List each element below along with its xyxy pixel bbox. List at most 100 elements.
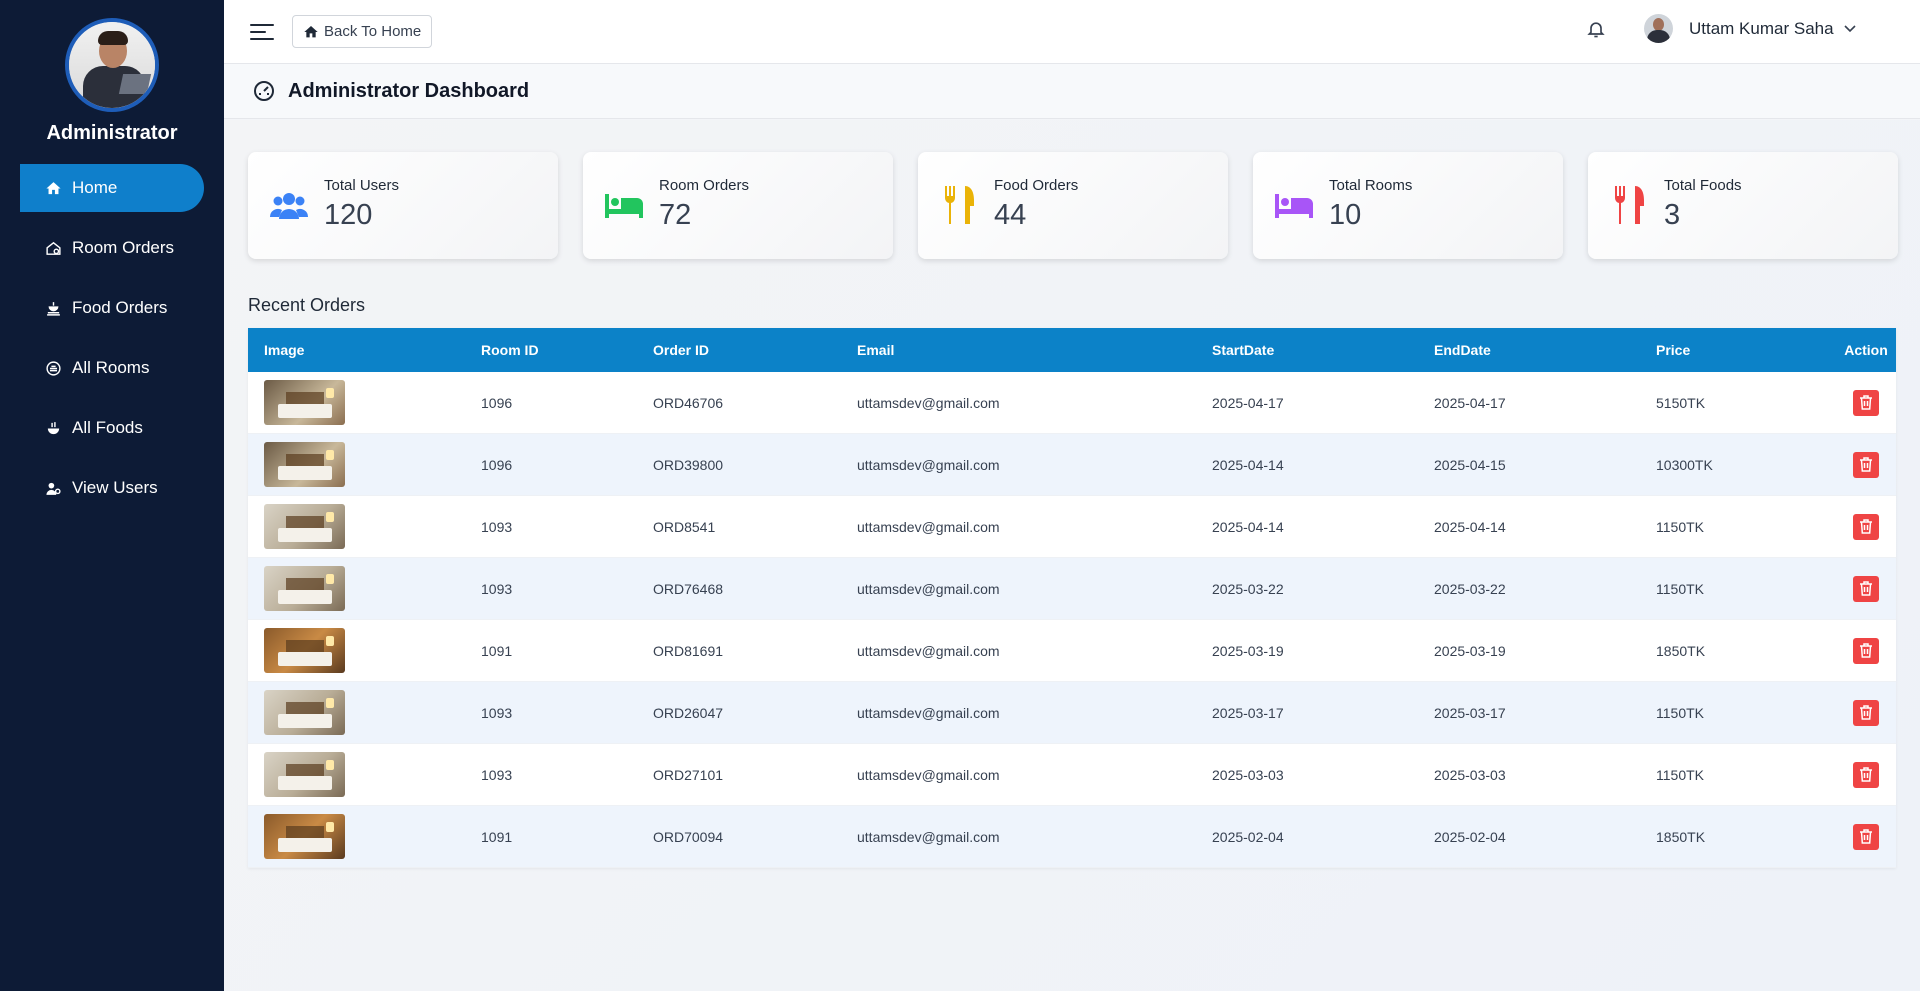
room-thumbnail bbox=[264, 566, 345, 611]
trash-icon bbox=[1860, 705, 1872, 720]
delete-button[interactable] bbox=[1853, 513, 1879, 540]
sidebar-title: Administrator bbox=[46, 122, 178, 144]
room-id-cell: 1091 bbox=[481, 642, 513, 659]
column-header: StartDate bbox=[1212, 342, 1275, 358]
start-date-cell: 2025-04-14 bbox=[1212, 456, 1284, 473]
table-row: 1096 ORD46706 uttamsdev@gmail.com 2025-04-1… bbox=[248, 372, 1896, 434]
stat-label: Room Orders bbox=[659, 177, 750, 194]
room-image-cell bbox=[248, 380, 481, 425]
room-image-cell bbox=[248, 752, 481, 797]
sidebar-item-label: Food Orders bbox=[72, 298, 168, 317]
recent-orders-title: Recent Orders bbox=[248, 295, 366, 315]
trash-icon bbox=[1860, 767, 1872, 782]
sidebar-item-label: View Users bbox=[72, 478, 158, 497]
sidebar-item-room-orders[interactable]: Room Orders bbox=[20, 224, 204, 272]
trash-icon bbox=[1860, 395, 1872, 410]
price-cell: 1850TK bbox=[1656, 828, 1706, 845]
sidebar-item-all-foods[interactable]: All Foods bbox=[20, 404, 204, 452]
column-header: Price bbox=[1656, 342, 1691, 358]
utensils-icon bbox=[1610, 186, 1648, 224]
room-id-cell: 1093 bbox=[481, 704, 513, 721]
sidebar-item-home[interactable]: Home bbox=[20, 164, 204, 212]
room-id-cell: 1093 bbox=[481, 580, 513, 597]
start-date-cell: 2025-04-14 bbox=[1212, 518, 1284, 535]
table-row: 1093 ORD27101 uttamsdev@gmail.com 2025-03-0… bbox=[248, 744, 1896, 806]
price-cell: 10300TK bbox=[1656, 456, 1713, 473]
column-header: Image bbox=[264, 342, 305, 358]
delete-button[interactable] bbox=[1853, 451, 1879, 478]
table-header: Image Room ID Order ID Email StartDate E… bbox=[248, 328, 1896, 372]
user-avatar bbox=[1644, 14, 1673, 43]
order-id-cell: ORD76468 bbox=[653, 580, 724, 597]
trash-icon bbox=[1860, 457, 1872, 472]
utensils-icon bbox=[940, 186, 978, 224]
end-date-cell: 2025-03-19 bbox=[1434, 642, 1506, 659]
dashboard-gauge-icon bbox=[254, 81, 274, 101]
stat-value: 3 bbox=[1664, 199, 1681, 231]
delete-button[interactable] bbox=[1853, 823, 1879, 850]
chevron-down-icon bbox=[1843, 24, 1856, 32]
action-cell bbox=[1836, 513, 1896, 540]
rooms-icon bbox=[44, 359, 62, 377]
foods-icon bbox=[44, 419, 62, 437]
order-id-cell: ORD39800 bbox=[653, 456, 724, 473]
trash-icon bbox=[1860, 519, 1872, 534]
sidebar-item-label: Room Orders bbox=[72, 238, 175, 257]
action-cell bbox=[1836, 699, 1896, 726]
bed-icon bbox=[1275, 186, 1313, 224]
email-cell: uttamsdev@gmail.com bbox=[857, 828, 1000, 845]
room-thumbnail bbox=[264, 690, 345, 735]
email-cell: uttamsdev@gmail.com bbox=[857, 394, 1000, 411]
users-icon bbox=[44, 479, 62, 497]
bed-icon bbox=[605, 186, 643, 224]
room-order-icon bbox=[44, 239, 62, 257]
price-cell: 1150TK bbox=[1656, 704, 1704, 721]
sidebar-item-all-rooms[interactable]: All Rooms bbox=[20, 344, 204, 392]
trash-icon bbox=[1860, 581, 1872, 596]
stat-card-room-orders: Room Orders 72 bbox=[583, 152, 893, 259]
delete-button[interactable] bbox=[1853, 389, 1879, 416]
user-menu[interactable]: Uttam Kumar Saha bbox=[1644, 14, 1856, 43]
price-cell: 1150TK bbox=[1656, 518, 1704, 535]
stat-card-total-rooms: Total Rooms 10 bbox=[1253, 152, 1563, 259]
order-id-cell: ORD81691 bbox=[653, 642, 724, 659]
start-date-cell: 2025-03-19 bbox=[1212, 642, 1284, 659]
email-cell: uttamsdev@gmail.com bbox=[857, 518, 1000, 535]
menu-toggle-icon[interactable] bbox=[250, 22, 274, 42]
room-image-cell bbox=[248, 442, 481, 487]
page-title: Administrator Dashboard bbox=[288, 79, 530, 102]
stat-value: 10 bbox=[1329, 199, 1362, 231]
room-image-cell bbox=[248, 628, 481, 673]
room-thumbnail bbox=[264, 628, 345, 673]
bell-icon[interactable] bbox=[1586, 18, 1606, 45]
room-image-cell bbox=[248, 566, 481, 611]
start-date-cell: 2025-03-17 bbox=[1212, 704, 1284, 721]
users-group-icon bbox=[270, 186, 308, 224]
stat-value: 44 bbox=[994, 199, 1027, 231]
delete-button[interactable] bbox=[1853, 761, 1879, 788]
delete-button[interactable] bbox=[1853, 575, 1879, 602]
action-cell bbox=[1836, 823, 1896, 850]
sidebar-item-label: Home bbox=[72, 178, 118, 197]
back-to-home-button[interactable]: Back To Home bbox=[292, 15, 433, 48]
table-body: 1096 ORD46706 uttamsdev@gmail.com 2025-04-1… bbox=[248, 372, 1896, 868]
page-title-bar: Administrator Dashboard bbox=[224, 64, 1920, 119]
trash-icon bbox=[1860, 829, 1872, 844]
order-id-cell: ORD27101 bbox=[653, 766, 724, 783]
sidebar-item-food-orders[interactable]: Food Orders bbox=[20, 284, 204, 332]
delete-button[interactable] bbox=[1853, 637, 1879, 664]
end-date-cell: 2025-02-04 bbox=[1434, 828, 1506, 845]
sidebar-item-view-users[interactable]: View Users bbox=[20, 464, 204, 512]
stat-value: 120 bbox=[324, 199, 373, 231]
room-id-cell: 1091 bbox=[481, 828, 513, 845]
order-id-cell: ORD46706 bbox=[653, 394, 724, 411]
table-row: 1093 ORD76468 uttamsdev@gmail.com 2025-03-2… bbox=[248, 558, 1896, 620]
home-icon bbox=[304, 25, 318, 37]
start-date-cell: 2025-04-17 bbox=[1212, 394, 1284, 411]
stat-label: Food Orders bbox=[994, 177, 1079, 194]
table-row: 1093 ORD26047 uttamsdev@gmail.com 2025-03-1… bbox=[248, 682, 1896, 744]
delete-button[interactable] bbox=[1853, 699, 1879, 726]
price-cell: 1150TK bbox=[1656, 766, 1704, 783]
sidebar-item-label: All Rooms bbox=[72, 358, 150, 377]
room-image-cell bbox=[248, 504, 481, 549]
